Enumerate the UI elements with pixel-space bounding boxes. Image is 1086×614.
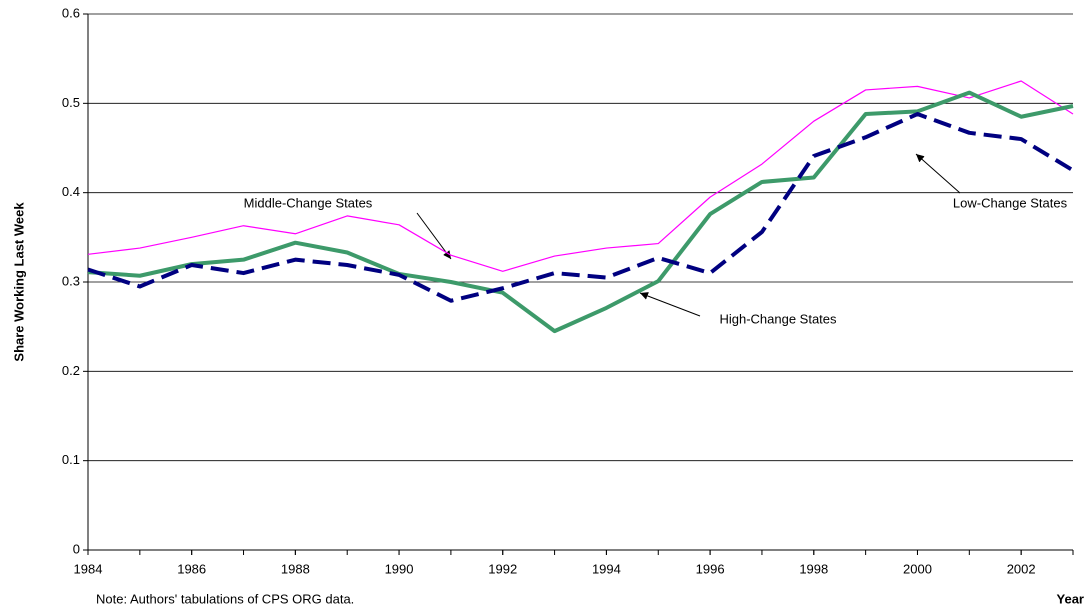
x-tick-label: 1984	[74, 561, 103, 576]
y-tick-label: 0.2	[62, 363, 80, 378]
x-tick-label: 1988	[281, 561, 310, 576]
y-axis-label: Share Working Last Week	[11, 202, 26, 362]
y-tick-label: 0	[73, 541, 80, 556]
x-axis-label: Year	[1057, 591, 1084, 606]
y-tick-label: 0.6	[62, 5, 80, 20]
series-label: Low-Change States	[953, 195, 1068, 210]
x-tick-label: 1998	[799, 561, 828, 576]
x-tick-label: 1992	[488, 561, 517, 576]
y-tick-label: 0.1	[62, 452, 80, 467]
x-tick-label: 1994	[592, 561, 621, 576]
x-tick-label: 1986	[177, 561, 206, 576]
y-tick-label: 0.3	[62, 273, 80, 288]
annotation-arrow	[915, 153, 961, 194]
y-tick-label: 0.4	[62, 184, 80, 199]
x-tick-label: 2002	[1007, 561, 1036, 576]
series-line	[87, 112, 1075, 303]
series-line	[87, 80, 1074, 272]
series-label: High-Change States	[719, 311, 837, 326]
y-tick-label: 0.5	[62, 95, 80, 110]
x-tick-label: 2000	[903, 561, 932, 576]
x-tick-label: 1996	[696, 561, 725, 576]
series-label: Middle-Change States	[244, 195, 373, 210]
annotation-arrow	[639, 292, 701, 317]
x-tick-label: 1990	[385, 561, 414, 576]
series-line	[87, 90, 1074, 334]
note: Note: Authors' tabulations of CPS ORG da…	[96, 591, 354, 606]
